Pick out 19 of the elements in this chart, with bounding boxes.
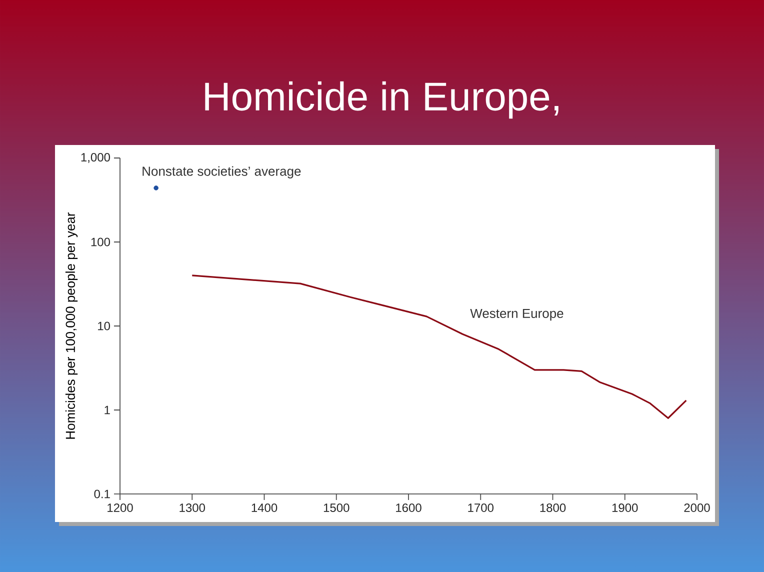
- y-axis-title: Homicides per 100,000 people per year: [65, 212, 78, 439]
- x-tick-label: 1700: [468, 504, 494, 512]
- y-tick-label: 0.1: [94, 490, 110, 498]
- x-tick-label: 1800: [540, 504, 566, 512]
- y-tick-label: 1,000: [81, 153, 110, 163]
- y-tick-label: 10: [98, 322, 110, 330]
- line-series: [191, 274, 687, 419]
- y-tick-label: 100: [91, 238, 110, 246]
- chart-title: Homicide in Europe,: [205, 81, 558, 119]
- x-tick-label: 1500: [324, 504, 350, 512]
- series-label: Western Europe: [470, 308, 564, 321]
- x-tick-label: 1900: [612, 504, 638, 512]
- x-tick-label: 1400: [252, 504, 278, 512]
- series-label: Nonstate societies’ average: [142, 166, 301, 178]
- x-tick-label: 1200: [108, 504, 133, 512]
- x-tick-label: 2000: [684, 504, 710, 512]
- x-tick-label: 1300: [180, 504, 206, 512]
- y-tick-label: 1: [104, 406, 110, 414]
- x-tick-label: 1600: [396, 504, 422, 512]
